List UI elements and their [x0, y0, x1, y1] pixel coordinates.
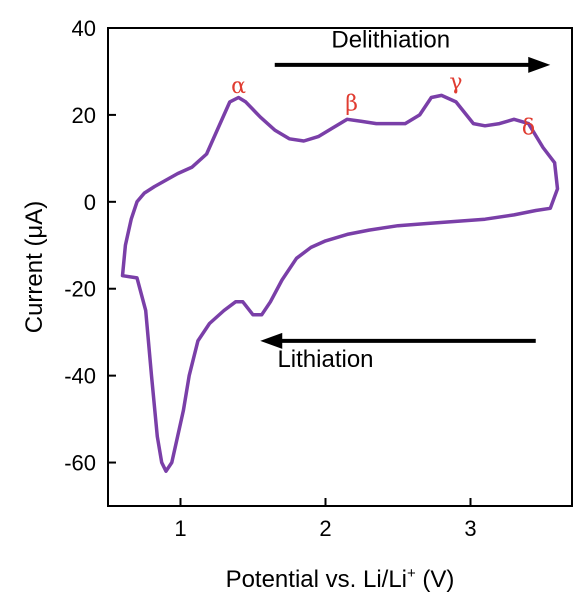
y-tick-label: -40	[64, 364, 96, 389]
y-tick-label: -20	[64, 277, 96, 302]
x-axis-title-superscript: +	[407, 565, 416, 582]
lithiation-arrow-head	[260, 332, 283, 349]
x-tick-label: 1	[174, 516, 186, 541]
x-axis-title-unit: (V)	[416, 566, 455, 593]
delithiation-arrow-head	[528, 56, 551, 73]
x-axis-title: Potential vs. Li/Li+ (V)	[226, 565, 455, 593]
peak-label: δ	[522, 115, 535, 140]
x-tick-label: 3	[464, 516, 476, 541]
x-tick-label: 2	[319, 516, 331, 541]
y-tick-label: 40	[72, 16, 96, 41]
peak-label: α	[231, 74, 246, 99]
x-axis-title-main: Potential vs. Li/Li	[226, 566, 407, 593]
ticks: 1 2 3 40 20 0 -20 -40 -60	[64, 16, 476, 541]
y-tick-label: 20	[72, 103, 96, 128]
plot-marks: α β γ δ Delithiation Lithiation	[120, 27, 560, 473]
y-tick-label: -60	[64, 451, 96, 476]
y-tick-label: 0	[84, 190, 96, 215]
lithiation-label: Lithiation	[277, 346, 373, 373]
delithiation-label: Delithiation	[331, 27, 450, 54]
cv-curve	[120, 93, 560, 473]
y-axis-title: Current (μA)	[21, 201, 48, 334]
peak-label: γ	[449, 70, 462, 95]
peak-label: β	[345, 92, 358, 117]
plot-frame	[107, 27, 573, 507]
